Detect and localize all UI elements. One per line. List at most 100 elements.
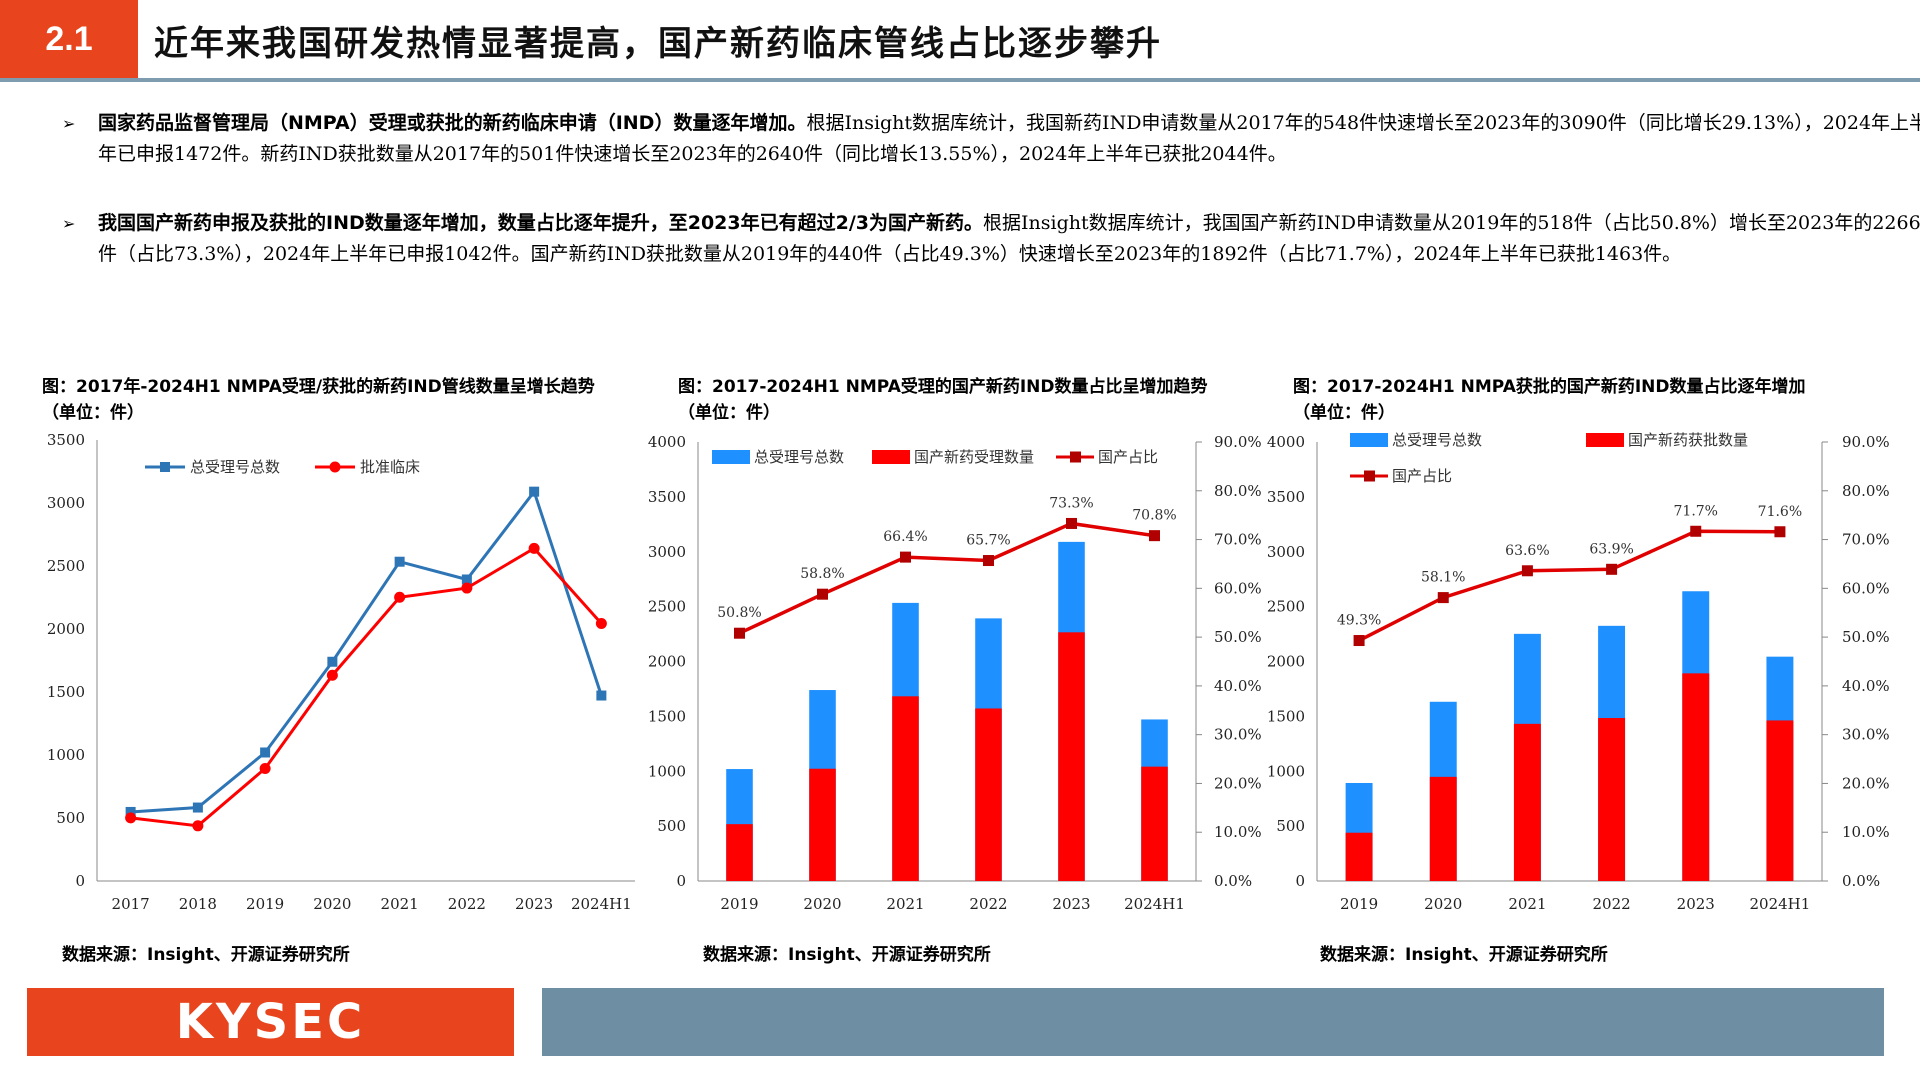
x-tick-label: 2021 [1508,895,1546,913]
legend-label: 国产新药受理数量 [914,448,1034,466]
x-tick-label: 2019 [246,895,284,913]
bullet-lead: 我国国产新药申报及获批的IND数量逐年增加，数量占比逐年提升，至2023年已有超… [98,212,984,234]
legend-label: 总受理号总数 [190,458,280,476]
bar-domestic [1345,832,1373,881]
x-tick-label: 2023 [1052,895,1090,913]
y-tick-label: 1000 [47,746,85,764]
bullet-text: 我国国产新药申报及获批的IND数量逐年增加，数量占比逐年提升，至2023年已有超… [98,208,1920,270]
y2-tick-label: 40.0% [1214,677,1262,695]
share-marker [1066,517,1077,529]
share-marker [734,627,745,639]
legend-label: 批准临床 [360,458,420,476]
arrow-bullet-icon: ➢ [62,114,76,133]
y2-tick-label: 70.0% [1214,531,1262,549]
legend-marker [329,461,341,473]
data-point-circle [394,591,406,603]
bullet-text: 国家药品监督管理局（NMPA）受理或获批的新药临床申请（IND）数量逐年增加。根… [98,108,1920,170]
x-tick-label: 2017 [112,895,150,913]
y2-tick-label: 10.0% [1214,823,1262,841]
y-tick-label: 500 [1276,817,1305,835]
share-marker [1606,563,1618,575]
x-tick-label: 2020 [1424,895,1462,913]
y-tick-label: 2500 [1267,598,1305,616]
share-line [1358,529,1780,643]
y-tick-label: 3500 [47,431,85,449]
y2-tick-label: 80.0% [1214,482,1262,500]
share-marker [1149,530,1160,542]
line-chart-ind-pipeline: 0 500 1000 1500 2000 2500 3000 3500 2017 2018 2019… [47,431,635,913]
y-tick-label: 500 [56,809,85,827]
series-line-1 [130,546,603,828]
data-point-circle [461,582,473,594]
y2-tick-label: 80.0% [1842,482,1890,500]
bar-domestic [1598,718,1626,881]
legend-swatch [712,450,750,464]
data-label: 50.8% [717,605,761,621]
share-marker [983,555,994,567]
y-tick-label: 3500 [648,488,686,506]
x-tick-label: 2020 [803,895,841,913]
data-point-square [260,747,271,758]
data-point-circle [595,617,607,629]
share-marker [1437,592,1449,604]
bar-domestic [809,768,836,881]
x-tick-label: 2023 [515,895,553,913]
y2-tick-label: 90.0% [1214,433,1262,451]
y-tick-label: 0 [75,872,85,890]
y-tick-label: 2000 [47,620,85,638]
data-label: 58.8% [800,566,844,582]
x-tick-label: 2021 [886,895,924,913]
bar-domestic [1513,723,1541,881]
chart-title: 图：2017年-2024H1 NMPA受理/获批的新药IND管线数量呈增长趋势 … [42,374,595,426]
x-tick-label: 2022 [1592,895,1630,913]
legend-marker [1364,470,1375,482]
y2-tick-label: 0.0% [1842,872,1880,890]
y2-tick-label: 10.0% [1842,823,1890,841]
y-tick-label: 0 [676,872,686,890]
data-label: 71.7% [1674,503,1718,519]
share-line [738,521,1155,635]
bullet-lead: 国家药品监督管理局（NMPA）受理或获批的新药临床申请（IND）数量逐年增加。 [98,112,807,134]
bar-domestic [1766,720,1794,881]
legend-label: 国产占比 [1392,467,1452,485]
share-marker [900,551,911,563]
chart-title: 图：2017-2024H1 NMPA受理的国产新药IND数量占比呈增加趋势 （单… [678,374,1208,426]
y-tick-label: 3500 [1267,488,1305,506]
x-tick-label: 2020 [313,895,351,913]
bar-domestic [1429,776,1457,881]
data-point-circle [259,762,271,774]
legend-label: 总受理号总数 [1392,431,1482,449]
legend-swatch [1350,433,1388,447]
footer-bar [542,988,1884,1056]
share-marker [817,588,828,600]
y-tick-label: 3000 [47,494,85,512]
y2-tick-label: 40.0% [1842,677,1890,695]
y2-tick-label: 60.0% [1214,579,1262,597]
y-tick-label: 1000 [648,762,686,780]
data-label: 63.6% [1505,543,1549,559]
data-point-square [125,806,136,817]
bullet-point: ➢ 国家药品监督管理局（NMPA）受理或获批的新药临床申请（IND）数量逐年增加… [62,108,1920,204]
y-tick-label: 1500 [648,707,686,725]
y-tick-label: 4000 [1267,433,1305,451]
legend-label: 国产新药获批数量 [1628,431,1748,449]
combo-chart-domestic-ind-applications: 0 500 1000 1500 2000 2500 3000 3500 4000 0.0% 10.0… [648,433,1262,913]
y2-tick-label: 30.0% [1214,726,1262,744]
data-point-circle [326,669,338,681]
chart-title-line: 图：2017-2024H1 NMPA受理的国产新药IND数量占比呈增加趋势 [678,377,1208,397]
bar-domestic [1141,766,1168,881]
y-tick-label: 1500 [47,683,85,701]
header-divider [0,78,1920,82]
bullet-point: ➢ 我国国产新药申报及获批的IND数量逐年增加，数量占比逐年提升，至2023年已… [62,208,1920,304]
page-title: 近年来我国研发热情显著提高，国产新药临床管线占比逐步攀升 [154,24,1162,64]
y-tick-label: 3000 [1267,543,1305,561]
chart-source: 数据来源：Insight、开源证券研究所 [703,945,991,965]
chart-unit: （单位：件） [1293,403,1395,423]
data-label: 49.3% [1337,613,1381,629]
y-tick-label: 1500 [1267,707,1305,725]
x-tick-label: 2019 [1340,895,1378,913]
bullet-body: 根据Insight数据库统计，我国新药IND申请数量从2017年的548件快速增… [98,112,1920,165]
y-tick-label: 3000 [648,543,686,561]
share-marker [1353,635,1365,647]
x-tick-label: 2019 [720,895,758,913]
